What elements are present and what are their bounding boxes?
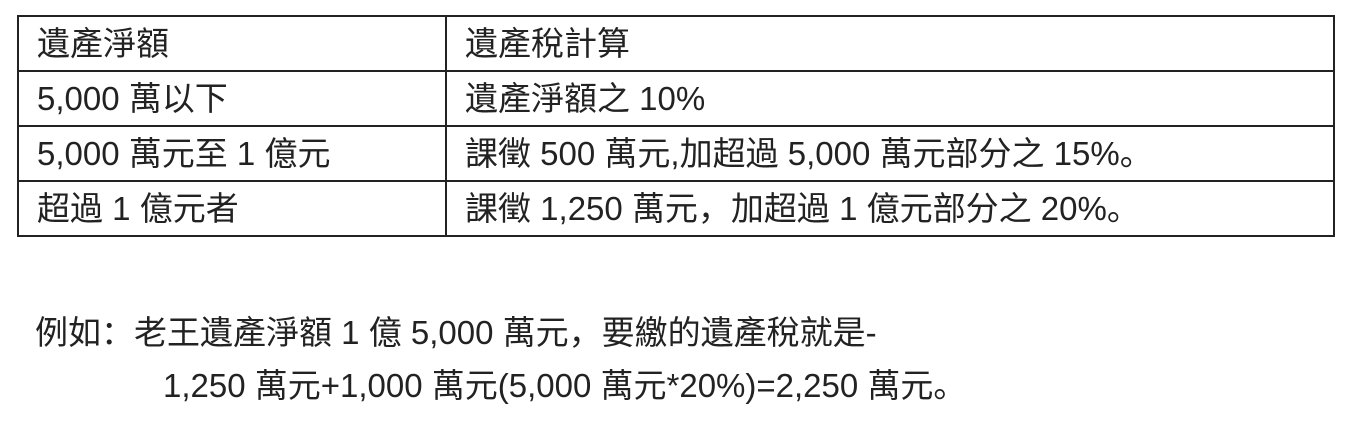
header-tax-calculation: 遺產稅計算 [445,15,1335,72]
table-row: 5,000 萬元至 1 億元 課徵 500 萬元,加超過 5,000 萬元部分之… [17,125,1335,182]
example-paragraph: 例如：老王遺產淨額 1 億 5,000 萬元，要繳的遺產稅就是- 1,250 萬… [35,306,966,412]
table-row: 5,000 萬以下 遺產淨額之 10% [17,70,1335,127]
tax-cell: 課徵 500 萬元,加超過 5,000 萬元部分之 15%。 [445,125,1335,182]
tax-cell: 遺產淨額之 10% [445,70,1335,127]
example-line-1: 例如：老王遺產淨額 1 億 5,000 萬元，要繳的遺產稅就是- [35,314,877,351]
estate-tax-table: 遺產淨額 遺產稅計算 5,000 萬以下 遺產淨額之 10% 5,000 萬元至… [17,15,1335,237]
tax-cell: 課徵 1,250 萬元，加超過 1 億元部分之 20%。 [445,180,1335,237]
table-header-row: 遺產淨額 遺產稅計算 [17,15,1335,72]
bracket-cell: 5,000 萬以下 [17,70,447,127]
bracket-cell: 超過 1 億元者 [17,180,447,237]
bracket-cell: 5,000 萬元至 1 億元 [17,125,447,182]
example-line-2: 1,250 萬元+1,000 萬元(5,000 萬元*20%)=2,250 萬元… [163,367,967,404]
header-net-estate: 遺產淨額 [17,15,447,72]
table-row: 超過 1 億元者 課徵 1,250 萬元，加超過 1 億元部分之 20%。 [17,180,1335,237]
